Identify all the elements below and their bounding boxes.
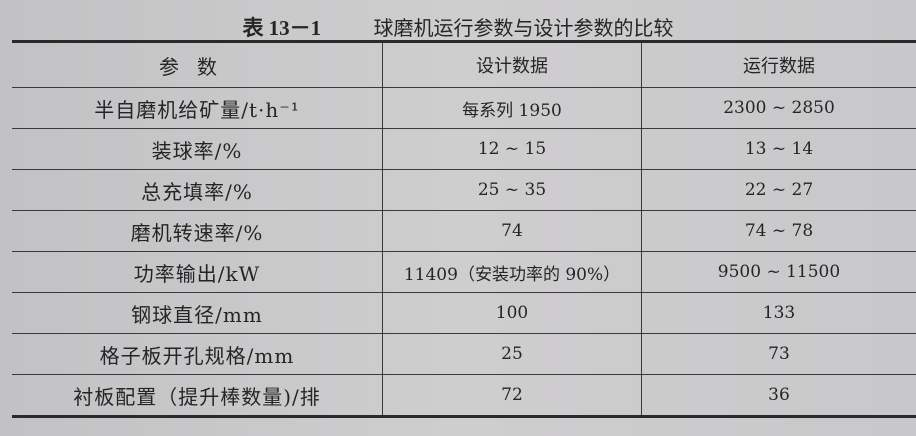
design-cell: 12 ~ 15 [382,128,642,170]
parameter-cell: 格子板开孔规格/mm [12,333,383,375]
operation-cell: 9500 ~ 11500 [641,251,916,293]
operation-cell: 2300 ~ 2850 [641,87,916,129]
table-row: 磨机转速率/% 74 74 ~ 78 [12,210,916,252]
design-cell: 25 ~ 35 [382,169,642,211]
parameter-cell: 半自磨机给矿量/t·h⁻¹ [12,87,383,129]
header-parameter: 参数 [12,41,383,88]
header-design: 设计数据 [382,41,642,88]
table-row: 格子板开孔规格/mm 25 73 [12,333,916,375]
table-row: 衬板配置（提升棒数量)/排 72 36 [12,374,916,417]
parameter-cell: 装球率/% [12,128,383,170]
table-row: 钢球直径/mm 100 133 [12,292,916,334]
table-row: 装球率/% 12 ~ 15 13 ~ 14 [12,128,916,170]
design-cell: 每系列 1950 [382,87,642,129]
operation-cell: 74 ~ 78 [641,210,916,252]
table-row: 功率输出/kW 11409（安装功率的 90%） 9500 ~ 11500 [12,251,916,293]
table-number: 表 13－1 [242,16,322,40]
design-cell: 25 [382,333,642,375]
design-cell: 74 [382,210,642,252]
parameter-cell: 功率输出/kW [12,251,383,293]
header-operation: 运行数据 [641,41,916,88]
operation-cell: 133 [641,292,916,334]
table-row: 总充填率/% 25 ~ 35 22 ~ 27 [12,169,916,211]
operation-cell: 36 [641,374,916,417]
parameter-cell: 钢球直径/mm [12,292,383,334]
operation-cell: 22 ~ 27 [641,169,916,211]
parameter-cell: 衬板配置（提升棒数量)/排 [12,374,383,417]
table-title: 球磨机运行参数与设计参数的比较 [373,16,674,40]
design-cell: 100 [382,292,642,334]
operation-cell: 13 ~ 14 [641,128,916,170]
table-row: 半自磨机给矿量/t·h⁻¹ 每系列 1950 2300 ~ 2850 [12,87,916,129]
header-row: 参数 设计数据 运行数据 [12,41,916,88]
design-cell: 72 [382,374,642,417]
comparison-table: 参数 设计数据 运行数据 半自磨机给矿量/t·h⁻¹ 每系列 1950 2300 ~… [12,40,916,418]
table-caption: 表 13－1 球磨机运行参数与设计参数的比较 [0,12,916,42]
parameter-cell: 磨机转速率/% [12,210,383,252]
parameter-cell: 总充填率/% [12,169,383,211]
design-cell: 11409（安装功率的 90%） [382,251,642,293]
operation-cell: 73 [641,333,916,375]
